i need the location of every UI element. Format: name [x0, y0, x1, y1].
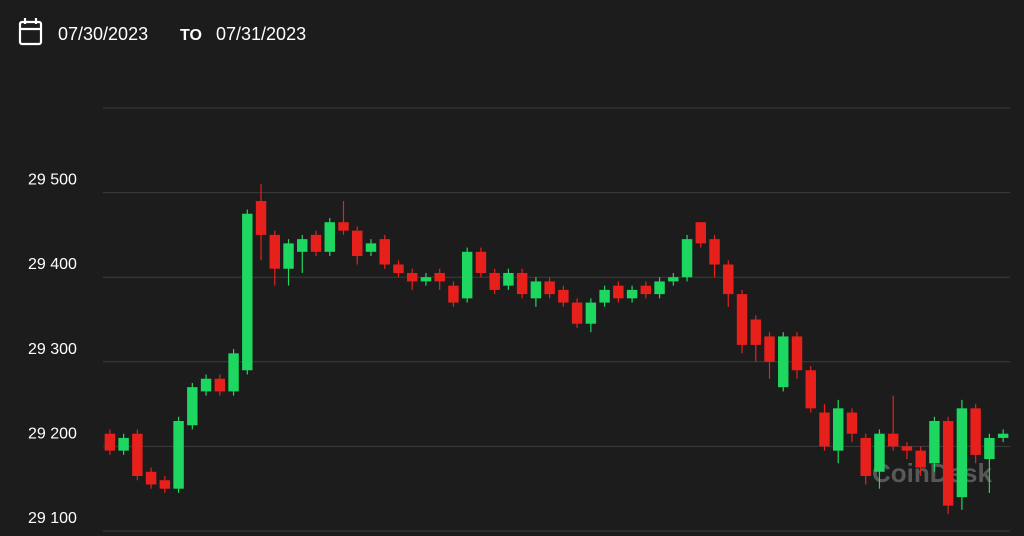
candle-body — [544, 281, 555, 295]
candle-body — [887, 433, 899, 447]
candle-body — [145, 471, 157, 485]
candle-body — [132, 433, 143, 477]
candle-body — [654, 281, 665, 295]
candle-body — [681, 239, 693, 278]
candle-body — [338, 222, 349, 231]
candle-body — [283, 243, 294, 269]
candle-body — [709, 239, 720, 265]
date-from[interactable]: 07/30/2023 — [58, 24, 148, 44]
candle-body — [997, 433, 1009, 438]
candle-body — [530, 281, 542, 299]
y-tick-label: 29 300 — [28, 341, 77, 358]
candle-body — [104, 433, 116, 451]
candle-body — [324, 222, 335, 252]
candle-body — [228, 353, 239, 392]
candle-body — [558, 289, 569, 303]
candle-body — [200, 378, 212, 392]
candle-body — [516, 272, 528, 295]
candle-body — [269, 234, 281, 269]
candle-body — [764, 336, 775, 362]
candle-body — [970, 408, 981, 455]
candle-body — [874, 433, 885, 472]
candle-body — [159, 480, 171, 489]
candle-body — [819, 412, 830, 447]
candle-body — [406, 272, 418, 282]
candle-body — [242, 213, 253, 371]
candle-body — [448, 285, 459, 303]
candle-body — [310, 234, 322, 252]
candle-body — [626, 289, 638, 299]
candle-body — [984, 437, 995, 460]
candle-body — [489, 272, 500, 290]
candle-body — [571, 302, 583, 324]
candle-body — [297, 239, 308, 252]
candle-body — [613, 285, 624, 299]
candle-body — [118, 437, 129, 451]
candle-body — [695, 222, 707, 244]
date-to[interactable]: 07/31/2023 — [216, 24, 306, 44]
candle-body — [942, 421, 954, 506]
y-tick-label: 29 200 — [28, 425, 77, 442]
candle-body — [860, 437, 871, 477]
y-tick-label: 29 100 — [28, 510, 77, 527]
candle-body — [929, 421, 940, 464]
candle-body — [723, 264, 734, 295]
candle-body — [805, 370, 816, 409]
candle-body — [585, 302, 597, 324]
candle-body — [915, 450, 926, 468]
candle-body — [832, 408, 844, 451]
candle-body — [255, 201, 267, 235]
date-separator: TO — [180, 27, 202, 44]
candle-body — [901, 446, 913, 451]
y-tick-label: 29 500 — [28, 172, 77, 189]
candle-body — [420, 277, 432, 282]
candle-body — [461, 251, 473, 299]
candle-body — [214, 378, 226, 392]
candle-body — [846, 412, 858, 434]
candle-body — [736, 294, 748, 345]
candle-body — [434, 272, 445, 282]
candle-body — [393, 264, 404, 273]
candle-body — [173, 421, 184, 489]
candle-body — [475, 251, 487, 273]
candle-body — [640, 285, 652, 295]
candle-body — [791, 336, 803, 371]
candle-body — [668, 277, 679, 282]
candle-body — [778, 336, 789, 388]
candle-body — [956, 408, 968, 498]
y-tick-label: 29 400 — [28, 256, 77, 273]
candle-body — [750, 319, 761, 345]
candle-body — [187, 387, 198, 426]
calendar-icon[interactable] — [18, 18, 43, 46]
candle-body — [599, 289, 610, 303]
candle-body — [503, 272, 514, 286]
candle-body — [379, 239, 390, 265]
candle-body — [365, 243, 377, 252]
candle-body — [352, 230, 363, 257]
